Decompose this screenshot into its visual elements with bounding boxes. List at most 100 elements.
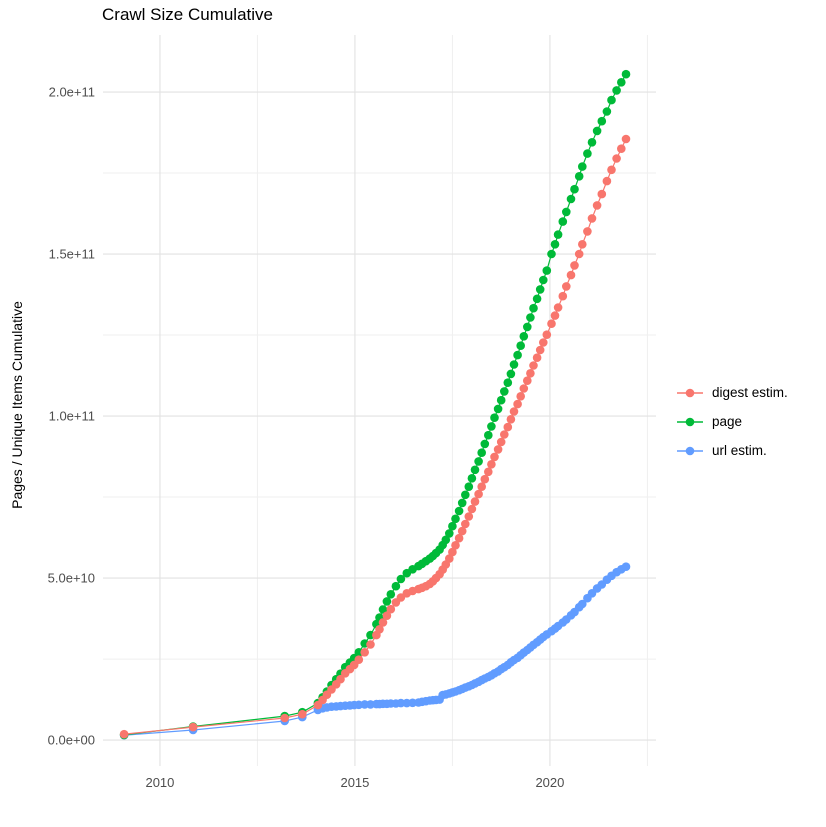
data-point — [441, 535, 451, 545]
data-point — [532, 294, 542, 304]
data-point — [480, 474, 490, 484]
data-point — [464, 512, 474, 521]
data-point — [503, 378, 513, 388]
data-point — [470, 497, 480, 506]
data-point — [188, 722, 198, 732]
data-point — [484, 467, 493, 477]
data-point — [574, 172, 584, 181]
y-tick-label: 5.0e+10 — [48, 571, 95, 586]
data-point — [474, 457, 483, 466]
data-point — [509, 407, 519, 416]
data-point — [487, 422, 496, 431]
data-point — [500, 387, 509, 396]
data-point — [477, 448, 487, 458]
y-tick-label: 0.0e+00 — [48, 733, 95, 748]
data-point — [558, 291, 568, 301]
data-point — [617, 144, 626, 153]
data-point — [583, 149, 592, 158]
series-line — [124, 566, 627, 736]
legend-item: page — [676, 407, 788, 436]
data-point — [523, 376, 532, 386]
legend-key-point — [685, 446, 695, 455]
data-point — [354, 648, 364, 657]
data-point — [457, 526, 467, 536]
data-point — [477, 482, 487, 492]
data-point — [448, 521, 457, 531]
data-point — [617, 78, 626, 87]
data-point — [445, 529, 454, 538]
data-point — [470, 465, 480, 475]
data-point — [602, 107, 612, 116]
data-point — [490, 452, 499, 462]
data-point — [526, 313, 535, 322]
data-point — [366, 640, 375, 649]
data-point — [587, 214, 597, 223]
data-point — [592, 201, 602, 210]
data-point — [490, 413, 499, 423]
series-digest-estim- — [119, 134, 631, 739]
data-point — [467, 504, 477, 514]
data-point — [506, 369, 516, 379]
data-point — [509, 360, 519, 369]
legend-label: url estim. — [712, 443, 767, 458]
chart-title: Crawl Size Cumulative — [102, 5, 273, 24]
data-point — [396, 698, 406, 708]
y-tick-label: 1.0e+11 — [49, 409, 95, 424]
y-tick-label: 2.0e+11 — [49, 85, 95, 100]
x-tick-label: 2010 — [145, 775, 174, 790]
data-point — [354, 655, 364, 664]
data-point — [519, 332, 529, 341]
data-point — [457, 498, 467, 508]
data-point — [461, 490, 470, 500]
data-point — [550, 240, 560, 249]
data-point — [621, 69, 631, 79]
data-point — [592, 126, 602, 136]
data-point — [496, 437, 506, 447]
data-point — [542, 330, 552, 340]
data-point — [366, 630, 375, 640]
x-tick-label: 2015 — [340, 775, 369, 790]
data-point — [574, 249, 584, 259]
major-gridlines — [103, 35, 656, 766]
data-point — [298, 709, 307, 719]
data-point — [360, 648, 370, 657]
legend-key-icon — [677, 417, 703, 426]
data-point — [513, 399, 522, 409]
data-point — [454, 533, 464, 543]
legend-key-point — [685, 388, 695, 397]
data-point — [461, 519, 470, 529]
legend-label: page — [712, 414, 743, 429]
data-point — [526, 369, 535, 378]
data-point — [578, 599, 587, 609]
data-point — [583, 227, 592, 236]
y-tick-label: 1.5e+11 — [49, 247, 95, 262]
data-point — [474, 489, 483, 499]
data-point — [562, 207, 571, 217]
data-point — [547, 319, 556, 329]
legend-key-icon — [677, 388, 703, 397]
data-point — [612, 86, 621, 95]
data-point — [570, 261, 579, 270]
data-point — [542, 266, 552, 275]
data-point — [535, 345, 545, 355]
data-point — [467, 474, 477, 483]
data-point — [484, 430, 493, 440]
legend-item: digest estim. — [676, 378, 788, 407]
data-point — [493, 404, 503, 414]
data-point — [553, 230, 563, 239]
data-point — [535, 285, 545, 294]
data-point — [529, 361, 538, 370]
data-point — [566, 194, 576, 204]
data-point — [607, 95, 616, 105]
data-point — [445, 554, 454, 563]
data-point — [597, 189, 607, 199]
data-point — [451, 514, 460, 524]
legend-label: digest estim. — [712, 385, 788, 400]
data-point — [336, 674, 345, 684]
legend-key-icon — [677, 446, 703, 455]
data-point — [378, 605, 388, 614]
data-point — [382, 611, 392, 620]
data-point — [607, 165, 616, 175]
data-point — [587, 138, 597, 147]
